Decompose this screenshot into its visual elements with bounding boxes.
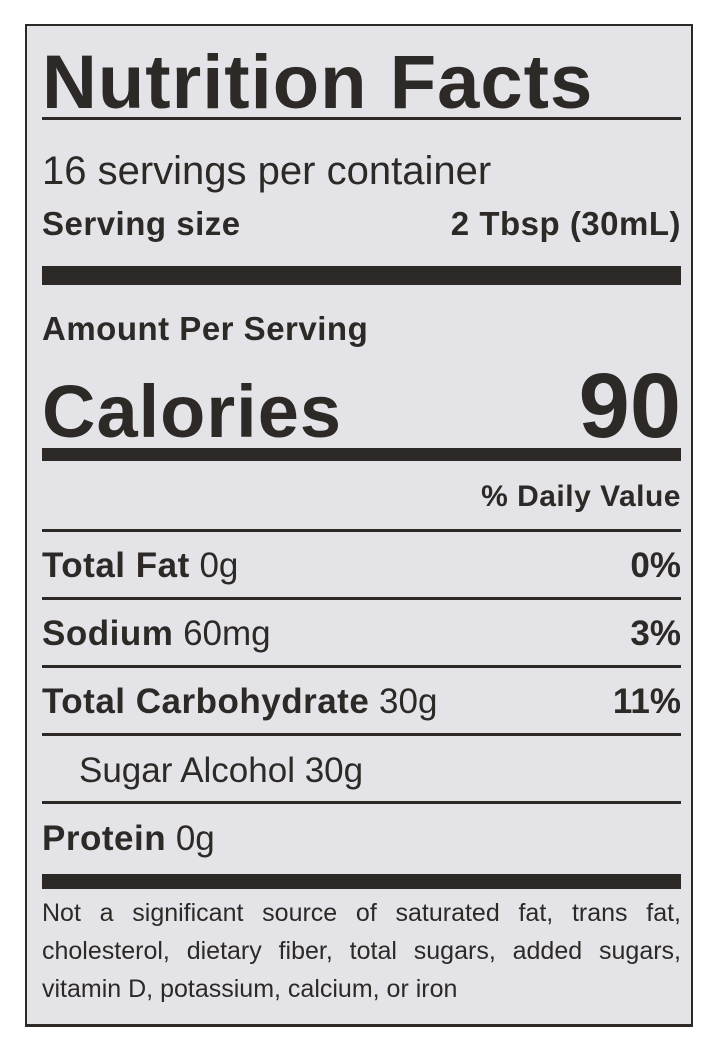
serving-size-row: Serving size 2 Tbsp (30mL) xyxy=(42,201,681,247)
medium-divider xyxy=(42,448,681,461)
amount-per-serving: Amount Per Serving xyxy=(42,310,369,347)
nutrient-row-sodium: Sodium 60mg 3% xyxy=(42,609,681,659)
nutrient-name: Sugar Alcohol 30g xyxy=(79,751,364,790)
divider xyxy=(42,597,681,600)
daily-value-header: % Daily Value xyxy=(481,480,681,513)
thick-divider xyxy=(42,266,681,285)
divider xyxy=(42,801,681,804)
nutrient-dv: 3% xyxy=(630,614,681,653)
calories-value: 90 xyxy=(578,355,681,457)
serving-size-value: 2 Tbsp (30mL) xyxy=(450,205,681,242)
serving-size-label: Serving size xyxy=(42,205,241,242)
servings-per-container: 16 servings per container xyxy=(42,149,492,193)
footnote: Not a significant source of saturated fa… xyxy=(42,899,681,1003)
nutrient-row-protein: Protein 0g xyxy=(42,814,681,864)
calories-row: Calories 90 xyxy=(42,356,681,462)
nutrient-row-total-fat: Total Fat 0g 0% xyxy=(42,541,681,591)
nutrient-dv: 0% xyxy=(630,546,681,585)
nutrient-amount: 0g xyxy=(175,819,215,858)
divider xyxy=(42,733,681,736)
thick-divider xyxy=(42,874,681,889)
nutrient-name: Total Carbohydrate xyxy=(42,682,370,721)
nutrient-amount: 30g xyxy=(379,682,438,721)
nutrient-row-sugar-alcohol: Sugar Alcohol 30g xyxy=(79,746,681,796)
divider xyxy=(42,529,681,532)
nutrient-amount: 0g xyxy=(199,546,239,585)
divider xyxy=(42,665,681,668)
label-title: Nutrition Facts xyxy=(42,40,594,125)
nutrient-row-total-carbohydrate: Total Carbohydrate 30g 11% xyxy=(42,677,681,727)
nutrition-facts-label: Nutrition Facts 16 servings per containe… xyxy=(25,24,693,1027)
nutrient-name: Total Fat xyxy=(42,546,190,585)
nutrient-name: Protein xyxy=(42,819,167,858)
nutrient-dv: 11% xyxy=(612,682,681,721)
divider xyxy=(42,117,681,120)
calories-label: Calories xyxy=(42,370,343,453)
nutrient-name: Sodium xyxy=(42,614,174,653)
nutrient-amount: 60mg xyxy=(183,614,271,653)
